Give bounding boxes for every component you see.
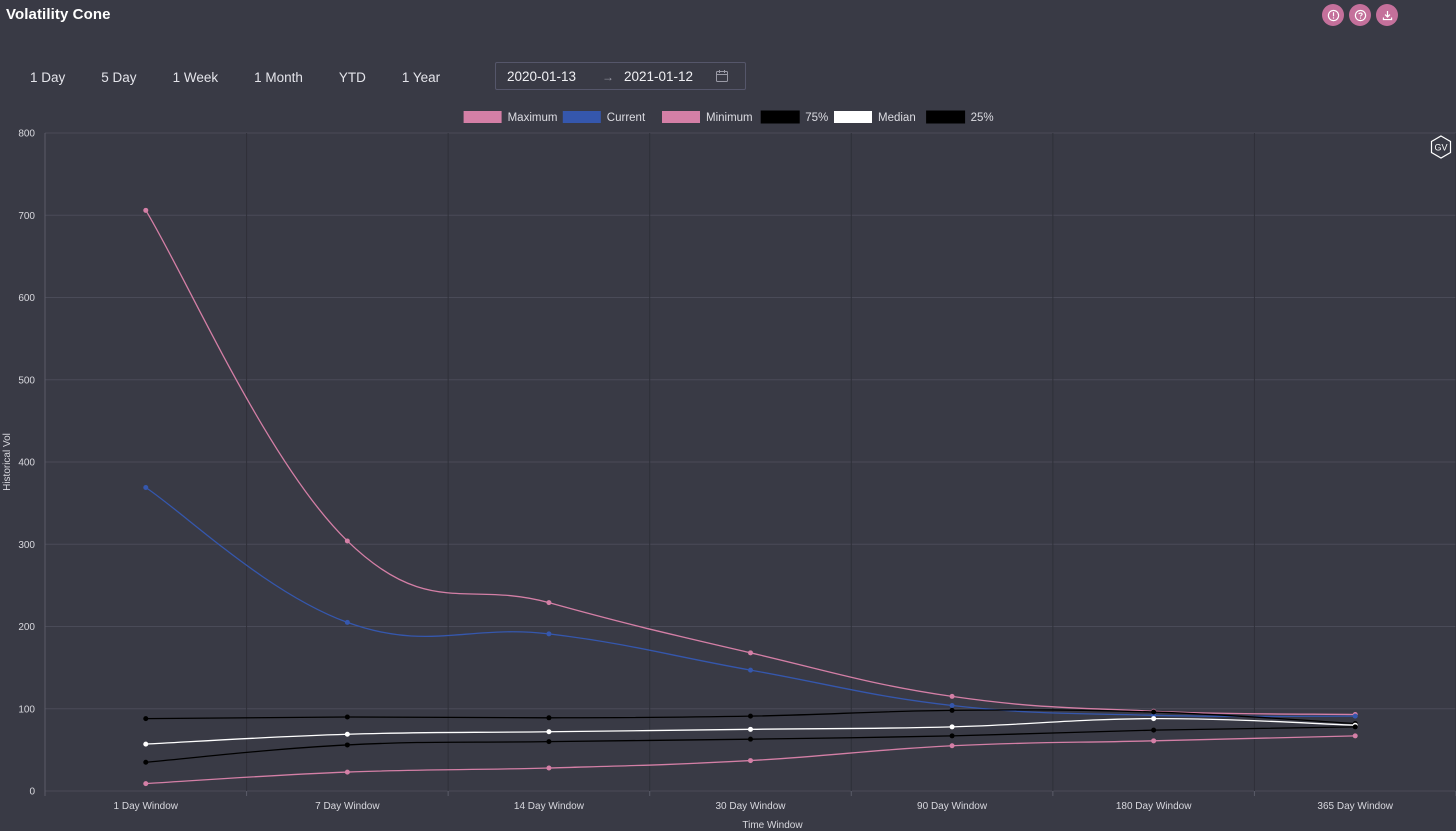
data-point [748, 667, 753, 673]
x-tick-label: 14 Day Window [514, 801, 585, 812]
page-title: Volatility Cone [6, 6, 111, 23]
legend-label: 75% [805, 112, 828, 124]
data-point [546, 631, 552, 637]
date-separator: → [602, 70, 614, 84]
legend-swatch [834, 111, 872, 123]
data-point [949, 733, 955, 739]
x-tick-label: 30 Day Window [715, 801, 786, 812]
y-axis-label: Historical Vol [2, 433, 13, 491]
range-buttons: 1 Day 5 Day 1 Week 1 Month YTD 1 Year [12, 66, 458, 89]
data-point [546, 715, 552, 721]
data-point [949, 702, 955, 708]
data-point [1352, 733, 1358, 739]
data-point [1151, 716, 1157, 722]
data-point [143, 741, 149, 747]
data-point [344, 619, 350, 625]
y-tick-label: 800 [18, 129, 35, 140]
y-tick-label: 0 [29, 787, 35, 798]
data-point [748, 736, 753, 742]
download-icon [1382, 10, 1392, 20]
legend-swatch [760, 110, 800, 124]
data-point [949, 693, 955, 699]
y-tick-label: 100 [18, 704, 35, 715]
data-point [546, 729, 552, 735]
range-button-5-day[interactable]: 5 Day [101, 70, 137, 85]
gv-badge[interactable]: GV [1430, 135, 1452, 159]
y-tick-label: 300 [18, 540, 35, 551]
data-point [344, 714, 350, 720]
x-tick-label: 180 Day Window [1116, 801, 1192, 812]
data-point [143, 759, 149, 765]
y-tick-label: 400 [18, 458, 35, 469]
range-button-ytd[interactable]: YTD [338, 70, 366, 85]
data-point [143, 716, 149, 722]
x-axis-label: Time Window [742, 820, 803, 831]
legend-swatch [662, 111, 700, 123]
range-button-1-year[interactable]: 1 Year [401, 70, 441, 85]
legend-swatch [562, 111, 601, 123]
date-start-input[interactable]: 2020-01-13 [507, 69, 577, 84]
y-tick-label: 700 [18, 211, 35, 222]
calendar-icon[interactable] [715, 69, 729, 83]
chart-svg: 0 100 200 300 400 500 600 700 800 1 Day Window 7 D… [2, 110, 1456, 831]
y-tick-label: 500 [18, 375, 35, 386]
data-point [949, 724, 955, 730]
download-button[interactable] [1376, 4, 1398, 26]
data-point [143, 207, 149, 213]
date-end-input[interactable]: 2021-01-12 [624, 69, 694, 84]
y-tick-label: 600 [18, 293, 35, 304]
data-point [143, 484, 149, 490]
data-point [748, 650, 753, 656]
x-tick-label: 7 Day Window [315, 801, 380, 812]
range-button-1-day[interactable]: 1 Day [30, 70, 66, 85]
data-point [546, 600, 552, 606]
legend-label: Minimum [706, 112, 753, 124]
data-point [1151, 709, 1157, 715]
series-line-current [145, 486, 1356, 718]
data-point [143, 781, 149, 787]
range-button-1-week[interactable]: 1 Week [172, 70, 219, 85]
help-button[interactable] [1349, 4, 1371, 26]
volatility-chart: 0 100 200 300 400 500 600 700 800 1 Day Window 7 D… [0, 100, 1456, 831]
y-tick-label: 200 [18, 622, 35, 633]
data-point [344, 742, 350, 748]
data-point [1151, 738, 1157, 744]
date-range-picker[interactable]: 2020-01-13 → 2021-01-12 [495, 62, 746, 90]
data-point [1352, 724, 1358, 730]
range-button-1-month[interactable]: 1 Month [254, 70, 303, 85]
x-tick-label: 90 Day Window [917, 801, 988, 812]
legend-label: 25% [971, 112, 994, 124]
info-button[interactable] [1322, 4, 1344, 26]
data-point [1352, 713, 1358, 719]
question-icon [1354, 9, 1366, 21]
x-tick-label: 1 Day Window [114, 801, 179, 812]
data-point [546, 739, 552, 745]
data-point [1151, 727, 1157, 733]
data-point [949, 707, 955, 713]
data-point [344, 538, 350, 544]
legend-label: Median [878, 112, 916, 124]
legend-label: Maximum [508, 112, 558, 124]
top-actions [1322, 4, 1398, 26]
legend-swatch [463, 111, 502, 123]
data-point [344, 769, 350, 775]
legend-swatch [926, 110, 966, 124]
info-icon [1327, 9, 1339, 21]
legend-label: Current [607, 112, 646, 124]
data-point [748, 758, 753, 764]
gv-badge-label: GV [1434, 143, 1447, 153]
data-point [748, 713, 753, 719]
x-tick-label: 365 Day Window [1317, 801, 1393, 812]
series-line-25 [145, 726, 1356, 763]
data-point [546, 765, 552, 771]
data-point [748, 726, 753, 732]
data-point [949, 743, 955, 749]
data-point [344, 731, 350, 737]
